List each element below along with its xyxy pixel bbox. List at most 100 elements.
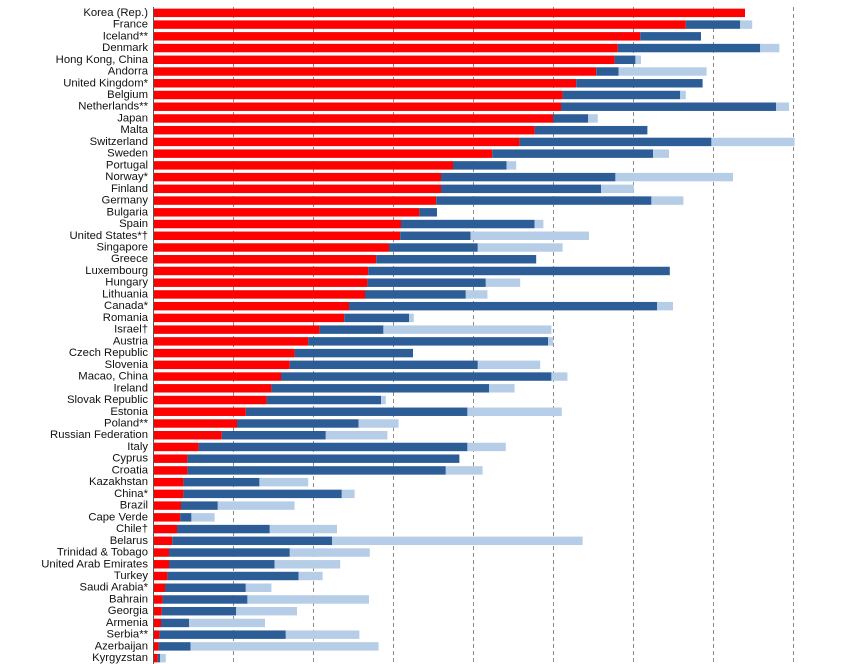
category-label-29: Czech Republic: [69, 347, 148, 359]
category-label-3: Denmark: [102, 42, 148, 54]
bar-red-29: [153, 348, 295, 358]
bar-red-22: [153, 266, 369, 276]
bar-red-21: [153, 255, 377, 264]
bar-dark-21: [376, 255, 537, 264]
bar-dark-51: [161, 606, 237, 616]
bar-red-12: [153, 149, 493, 158]
category-label-50: Bahrain: [109, 593, 148, 605]
category-label-20: Singapore: [96, 242, 148, 254]
bar-red-15: [153, 184, 441, 194]
bar-light-43: [191, 513, 215, 522]
category-label-21: Greece: [111, 253, 148, 265]
bar-red-54: [153, 642, 159, 651]
category-label-11: Switzerland: [90, 136, 148, 148]
bar-red-6: [153, 79, 577, 88]
bar-light-46: [289, 548, 370, 557]
bar-red-47: [153, 560, 169, 569]
category-label-55: Kyrgyzstan: [92, 652, 148, 664]
bar-light-27: [383, 325, 552, 334]
bar-dark-54: [158, 642, 191, 651]
bar-light-32: [489, 384, 515, 393]
category-label-48: Turkey: [114, 570, 148, 582]
bar-light-49: [245, 583, 272, 592]
bar-red-17: [153, 208, 420, 217]
bar-red-33: [153, 395, 267, 405]
category-label-0: Korea (Rep.): [83, 7, 148, 19]
bar-light-35: [358, 419, 399, 428]
bar-red-27: [153, 325, 320, 334]
bar-light-28: [548, 337, 553, 346]
bar-dark-52: [161, 618, 189, 628]
bar-dark-30: [289, 360, 478, 370]
category-label-42: Brazil: [120, 500, 148, 512]
bar-light-42: [217, 501, 295, 510]
category-label-9: Japan: [117, 112, 148, 124]
bar-red-44: [153, 524, 177, 534]
bar-light-45: [332, 536, 583, 546]
bar-red-38: [153, 454, 188, 463]
category-label-2: Iceland**: [103, 30, 149, 42]
bar-red-18: [153, 219, 401, 229]
category-label-31: Macao, China: [78, 371, 148, 383]
bar-red-34: [153, 407, 246, 416]
bar-light-16: [651, 196, 684, 205]
category-label-15: Finland: [111, 183, 148, 195]
bar-light-37: [467, 442, 506, 452]
bar-red-39: [153, 466, 188, 475]
category-label-18: Spain: [119, 218, 148, 230]
bar-dark-49: [165, 583, 246, 592]
bar-dark-36: [221, 430, 326, 440]
bar-dark-31: [281, 372, 552, 381]
bar-red-8: [153, 102, 561, 111]
bar-light-47: [274, 560, 341, 569]
category-label-53: Serbia**: [107, 629, 149, 641]
category-label-39: Croatia: [112, 464, 149, 476]
bar-red-31: [153, 372, 281, 381]
bar-red-23: [153, 278, 368, 287]
bar-red-43: [153, 513, 181, 522]
category-label-51: Georgia: [108, 605, 149, 617]
bar-light-18: [534, 219, 544, 229]
bar-dark-55: [157, 653, 161, 663]
bar-light-19: [470, 231, 589, 241]
bar-red-50: [153, 595, 163, 604]
category-label-26: Romania: [103, 312, 149, 324]
bar-dark-14: [441, 172, 616, 182]
category-label-43: Cape Verde: [88, 511, 148, 523]
bar-red-36: [153, 430, 222, 440]
bar-red-32: [153, 384, 272, 393]
bar-red-16: [153, 196, 437, 205]
bar-red-45: [153, 536, 173, 546]
bar-dark-28: [308, 337, 549, 346]
bar-light-8: [776, 102, 789, 111]
bar-light-53: [285, 630, 360, 639]
category-label-30: Slovenia: [105, 359, 149, 371]
bar-dark-13: [453, 161, 507, 170]
bar-dark-1: [685, 20, 741, 29]
category-label-17: Bulgaria: [107, 206, 149, 218]
bar-light-41: [341, 489, 355, 499]
bar-light-25: [657, 301, 673, 311]
bar-light-54: [190, 642, 379, 651]
bar-light-4: [635, 55, 641, 65]
bar-red-42: [153, 501, 181, 510]
bar-red-51: [153, 606, 162, 616]
bar-red-35: [153, 419, 237, 428]
bar-red-5: [153, 67, 597, 76]
bar-dark-8: [561, 102, 777, 111]
bar-light-3: [760, 43, 780, 53]
category-label-16: Germany: [102, 195, 149, 207]
bar-dark-15: [441, 184, 601, 194]
category-label-47: United Arab Emirates: [41, 558, 148, 570]
bar-light-44: [269, 524, 337, 534]
category-label-38: Cyprus: [112, 453, 148, 465]
bar-light-14: [615, 172, 733, 182]
bar-light-30: [477, 360, 541, 370]
bar-light-34: [467, 407, 562, 416]
category-label-23: Hungary: [105, 277, 148, 289]
bar-red-4: [153, 55, 615, 65]
bar-light-11: [711, 137, 795, 147]
bar-dark-33: [266, 395, 381, 405]
bar-light-48: [298, 571, 323, 581]
